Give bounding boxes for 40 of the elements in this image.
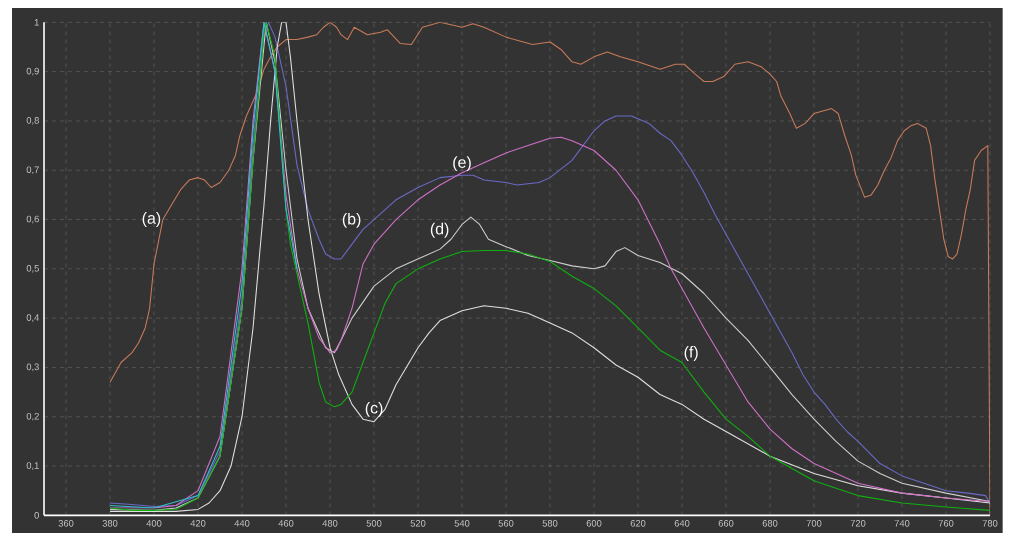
- series-label: (b): [342, 212, 361, 228]
- x-tick-label: 380: [102, 519, 118, 527]
- x-tick-label: 520: [410, 519, 426, 527]
- x-tick-label: 460: [278, 519, 294, 527]
- x-tick-label: 360: [58, 519, 74, 527]
- x-tick-label: 540: [454, 519, 470, 527]
- y-tick-label: 0,1: [26, 462, 39, 470]
- y-tick-label: 1: [34, 18, 39, 26]
- x-tick-label: 480: [322, 519, 338, 527]
- series-label: (f): [684, 345, 698, 361]
- line-series: [109, 22, 298, 509]
- x-tick-label: 560: [498, 519, 514, 527]
- x-tick-label: 680: [762, 519, 778, 527]
- x-tick-label: 620: [630, 519, 646, 527]
- x-tick-label: 780: [982, 519, 998, 527]
- x-tick-label: 640: [674, 519, 690, 527]
- y-tick-label: 0,8: [26, 116, 39, 125]
- x-tick-label: 760: [938, 519, 954, 527]
- y-tick-label: 0,9: [26, 67, 39, 76]
- y-tick-label: 0: [34, 511, 39, 519]
- x-tick-label: 580: [542, 519, 558, 527]
- x-tick-label: 600: [586, 519, 602, 527]
- y-tick-label: 0,3: [26, 363, 39, 372]
- y-tick-label: 0,4: [26, 314, 40, 322]
- y-tick-label: 0,2: [26, 412, 39, 421]
- x-tick-label: 740: [894, 519, 910, 527]
- x-tick-label: 720: [850, 519, 866, 527]
- series-label: (c): [365, 401, 383, 417]
- series-label: (e): [453, 156, 471, 171]
- y-tick-label: 0,6: [26, 215, 39, 224]
- series-label: (d): [430, 222, 449, 238]
- y-tick-label: 0,7: [26, 166, 39, 174]
- x-tick-label: 400: [146, 519, 162, 527]
- series-label: (a): [142, 211, 161, 227]
- x-tick-label: 660: [718, 519, 734, 527]
- x-tick-label: 500: [366, 519, 382, 527]
- x-tick-label: 420: [190, 519, 206, 527]
- x-tick-label: 700: [806, 519, 822, 527]
- x-tick-label: 440: [234, 519, 250, 527]
- y-tick-label: 0,5: [26, 264, 39, 273]
